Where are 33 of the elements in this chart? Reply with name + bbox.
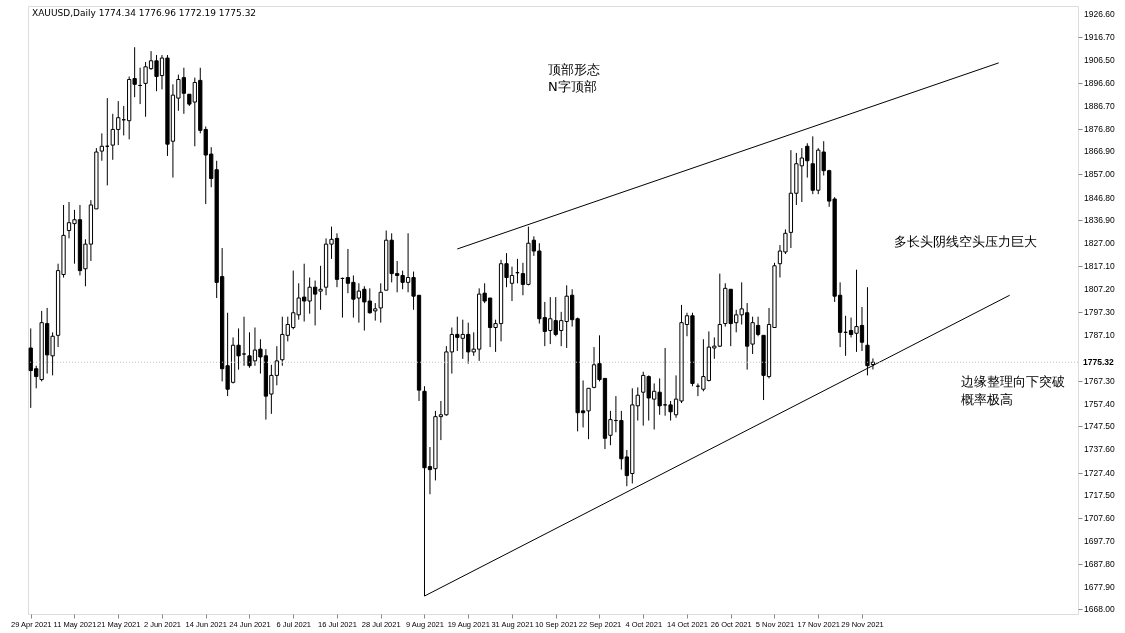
y-tick-label: 1697.70 <box>1084 535 1115 546</box>
y-tick-label: 1757.40 <box>1084 398 1115 409</box>
y-tick-label: 1926.60 <box>1084 8 1115 19</box>
y-tick-label: 1797.30 <box>1084 306 1115 317</box>
ref-line-label: 1775.32 <box>1083 357 1114 368</box>
y-tick-label: 1707.60 <box>1084 513 1115 524</box>
y-tick-label: 1827.00 <box>1084 238 1115 249</box>
y-tick-label: 1846.80 <box>1084 192 1115 203</box>
y-tick-label: 1886.70 <box>1084 100 1115 111</box>
y-tick-label: 1767.30 <box>1084 375 1115 386</box>
annotation: 多长头阴线空头压力巨大 <box>894 234 1037 249</box>
y-tick-label: 1687.80 <box>1084 558 1115 569</box>
y-tick-label: 1727.40 <box>1084 467 1115 478</box>
annotation: N字顶部 <box>548 79 597 94</box>
y-tick-label: 1717.50 <box>1084 490 1115 501</box>
y-tick-label: 1836.90 <box>1084 215 1115 226</box>
y-tick-label: 1747.50 <box>1084 421 1115 432</box>
y-tick-label: 1876.80 <box>1084 123 1115 134</box>
y-tick-label: 1896.60 <box>1084 77 1115 88</box>
annotation: 概率极高 <box>961 392 1013 407</box>
y-tick-label: 1677.90 <box>1084 581 1115 592</box>
y-tick-label: 1737.60 <box>1084 444 1115 455</box>
y-tick-label: 1866.90 <box>1084 146 1115 157</box>
y-tick-label: 1668.00 <box>1084 604 1115 615</box>
annotation: 边缘整理向下突破 <box>961 374 1065 389</box>
annotation: 顶部形态 <box>548 62 600 77</box>
y-tick-label: 1906.50 <box>1084 55 1115 66</box>
y-tick-label: 1857.00 <box>1084 169 1115 180</box>
y-tick-label: 1916.70 <box>1084 31 1115 42</box>
y-tick-label: 1807.20 <box>1084 283 1115 294</box>
y-tick-label: 1787.10 <box>1084 330 1115 341</box>
y-tick-label: 1817.10 <box>1084 261 1115 272</box>
chart-title: XAUUSD,Daily 1774.34 1776.96 1772.19 1775.32 <box>32 8 257 18</box>
